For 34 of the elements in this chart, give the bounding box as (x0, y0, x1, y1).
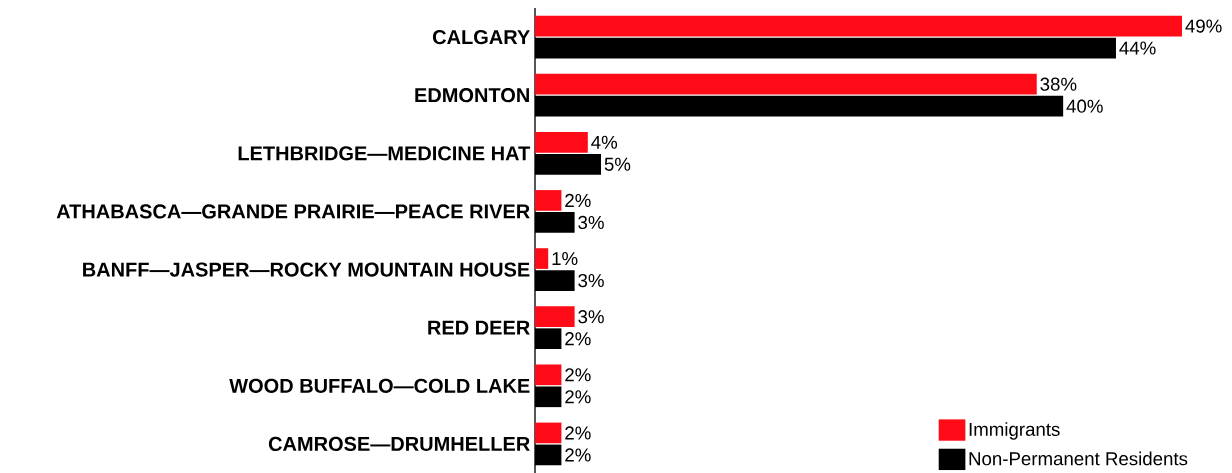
data-label: 5% (604, 157, 631, 171)
bar (535, 248, 549, 269)
data-label: 4% (591, 135, 618, 149)
y-tick-label: BANFF—JASPER—ROCKY MOUNTAIN HOUSE (83, 262, 530, 277)
data-label: 2% (565, 193, 591, 207)
y-tick-label: EDMONTON (415, 88, 529, 103)
bar (535, 190, 562, 211)
data-label: 44% (1119, 41, 1156, 55)
data-label: 2% (565, 368, 591, 382)
bar (535, 306, 575, 328)
data-label: 3% (578, 273, 604, 288)
y-tick-label: LETHBRIDGE—MEDICINE HAT (238, 146, 531, 161)
legend-label: Non-Permanent Residents (969, 451, 1188, 466)
y-tick-label: ATHABASCA—GRANDE PRAIRIE—PEACE RIVER (56, 204, 530, 219)
data-label: 2% (565, 448, 591, 462)
data-label: 40% (1066, 99, 1103, 113)
data-label: 3% (578, 310, 604, 324)
data-label: 38% (1040, 77, 1077, 91)
bar (535, 73, 1037, 95)
data-label: 49% (1185, 19, 1222, 33)
y-tick-label: WOOD BUFFALO—COLD LAKE (229, 378, 530, 393)
data-label: 2% (565, 390, 591, 404)
y-tick-label: CAMROSE—DRUMHELLER (268, 436, 530, 451)
data-label: 2% (565, 426, 591, 440)
data-label: 2% (565, 332, 591, 346)
legend-label: Immigrants (969, 422, 1060, 440)
bar (535, 364, 562, 386)
bar (535, 422, 562, 444)
y-tick-label: RED DEER (428, 320, 530, 335)
data-label: 3% (578, 215, 604, 230)
y-tick-label: CALGARY (432, 29, 530, 45)
data-label: 1% (552, 252, 578, 266)
bar (535, 131, 588, 153)
bar (535, 15, 1182, 37)
